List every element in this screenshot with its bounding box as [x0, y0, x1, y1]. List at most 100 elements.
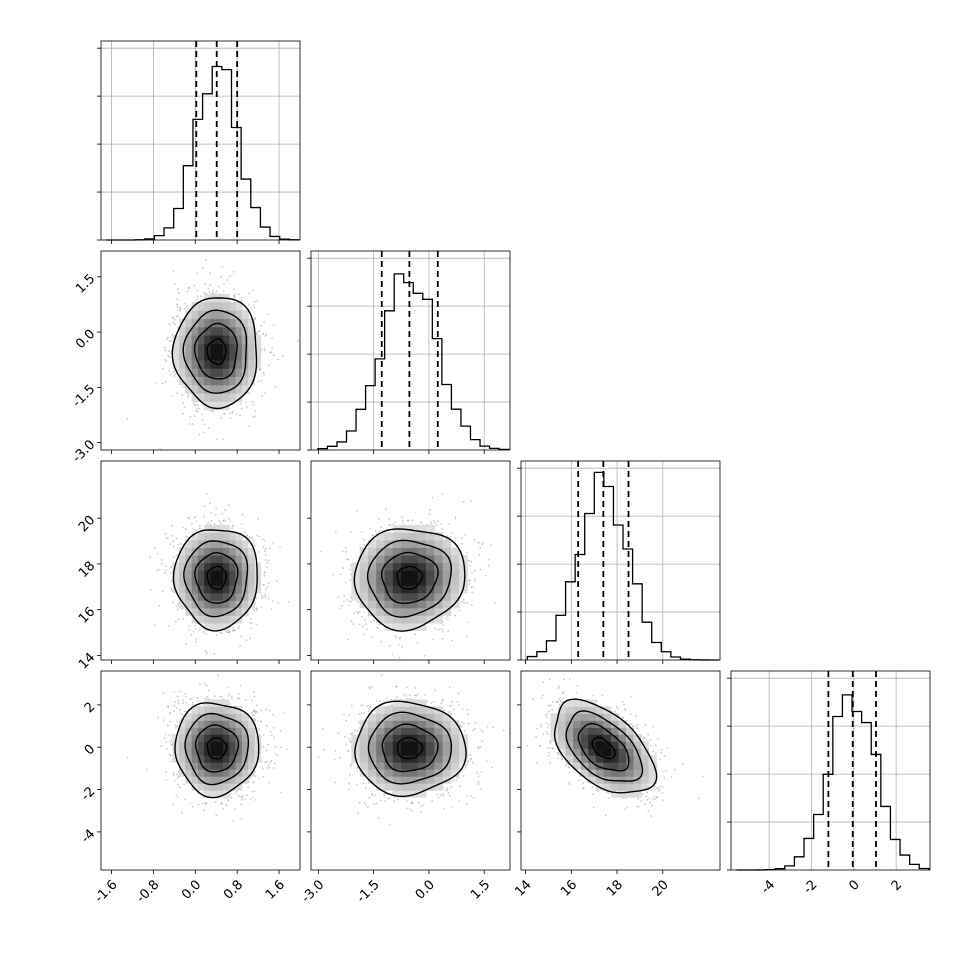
scatter-point: [401, 645, 403, 648]
scatter-point: [215, 507, 218, 510]
density-cell: [210, 622, 218, 631]
density-cell: [191, 585, 199, 594]
density-cell: [241, 592, 249, 601]
scatter-point: [349, 579, 352, 581]
density-cell: [229, 301, 237, 311]
density-cell: [235, 539, 243, 548]
scatter-point: [349, 596, 352, 599]
scatter-point: [332, 573, 335, 576]
scatter-point: [470, 586, 473, 589]
panel-frame: [520, 460, 721, 661]
scatter-point: [206, 493, 209, 495]
scatter-point: [358, 610, 361, 613]
scatter-point: [264, 595, 267, 598]
density-cell: [241, 555, 249, 564]
scatter-point: [208, 502, 211, 505]
density-cell: [210, 335, 218, 344]
density-cell: [223, 351, 230, 361]
scatter-point: [168, 350, 170, 353]
scatter-point: [172, 321, 175, 324]
density-cell: [248, 577, 255, 586]
scatter-point: [227, 517, 230, 520]
scatter-point: [267, 559, 270, 562]
scatter-point: [187, 517, 190, 519]
scatter-point: [177, 618, 180, 621]
scatter-point: [193, 517, 195, 519]
scatter-point: [193, 624, 196, 627]
scatter-point: [437, 628, 440, 631]
density-cell: [179, 585, 186, 594]
scatter-point: [444, 617, 447, 620]
scatter-point: [262, 595, 265, 598]
density-cell: [204, 335, 211, 344]
density-cell: [223, 524, 230, 533]
scatter-point: [440, 523, 443, 526]
density-cell: [172, 351, 180, 361]
scatter-point: [190, 633, 193, 636]
scatter-point: [255, 623, 258, 626]
scatter-point: [183, 302, 186, 305]
density-content: [126, 259, 300, 450]
density-cell: [179, 368, 186, 377]
scatter-point: [238, 293, 240, 296]
density-cell: [185, 562, 193, 571]
density-cell: [223, 376, 230, 386]
scatter-point: [349, 568, 351, 571]
scatter-point: [430, 520, 433, 523]
scatter-point: [253, 609, 255, 611]
density-cell: [216, 615, 224, 624]
scatter-point: [262, 371, 265, 374]
scatter-point: [361, 615, 363, 618]
scatter-point: [339, 573, 342, 576]
density-cell: [210, 585, 218, 594]
scatter-point: [211, 292, 214, 294]
scatter-point: [169, 543, 172, 545]
scatter-point: [463, 602, 466, 604]
scatter-point: [176, 369, 179, 371]
scatter-point: [262, 545, 264, 548]
scatter-point: [167, 624, 170, 627]
scatter-point: [262, 333, 265, 335]
density-cell: [216, 401, 224, 411]
scatter-point: [171, 525, 173, 527]
scatter-point: [164, 358, 166, 361]
scatter-point: [252, 304, 255, 307]
scatter-point: [356, 509, 358, 512]
scatter-point: [266, 586, 269, 588]
scatter-point: [214, 513, 217, 516]
density-cell: [216, 301, 224, 311]
density-cell: [191, 335, 199, 344]
scatter-point: [260, 349, 263, 351]
density-cell: [197, 301, 205, 311]
scatter-point: [233, 294, 235, 297]
density-cell: [179, 343, 186, 353]
scatter-point: [222, 438, 225, 441]
density-cell: [248, 326, 255, 336]
scatter-point: [388, 644, 391, 647]
density-cell: [204, 577, 211, 586]
density-cell: [197, 343, 205, 353]
scatter-point: [349, 564, 352, 567]
scatter-point: [261, 394, 264, 397]
panel-frame: [100, 460, 301, 661]
histogram-step: [317, 273, 510, 451]
scatter-point: [263, 572, 265, 574]
scatter-point: [465, 635, 468, 638]
density-cell: [235, 607, 243, 616]
density-cell: [179, 577, 186, 586]
scatter-point: [220, 276, 223, 278]
scatter-point: [172, 270, 175, 272]
scatter-point: [175, 315, 178, 318]
scatter-point: [225, 631, 228, 634]
scatter-point: [249, 537, 252, 539]
scatter-point: [187, 307, 190, 310]
scatter-point: [196, 404, 199, 406]
density-cell: [248, 343, 255, 353]
scatter-point: [474, 580, 477, 583]
scatter-point: [170, 395, 173, 398]
density-cell: [191, 318, 199, 328]
density-cell: [235, 368, 243, 377]
density-cell: [223, 401, 230, 411]
scatter-point: [378, 518, 380, 520]
scatter-point: [245, 535, 248, 538]
